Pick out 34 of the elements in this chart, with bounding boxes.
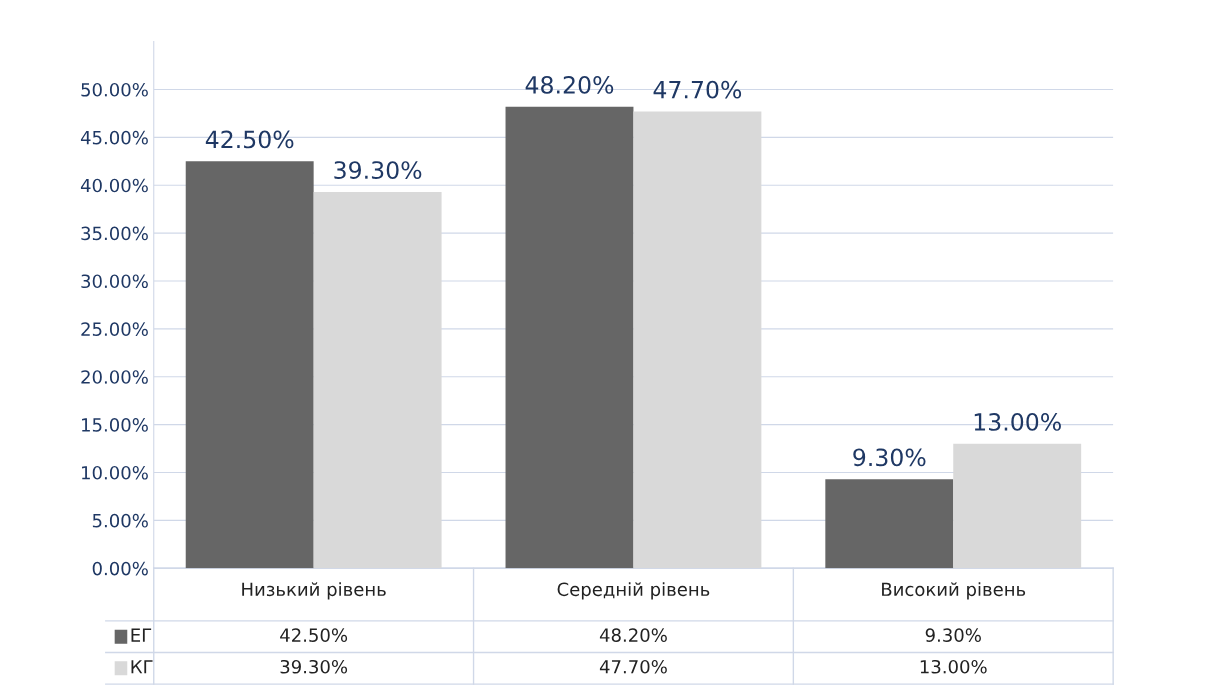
text: 42.50% <box>205 130 294 149</box>
data-label: 13.00% <box>920 659 987 674</box>
bar <box>825 479 954 569</box>
text: 47.70% <box>653 80 742 99</box>
y-tick-label: 45.00% <box>80 130 148 145</box>
text: 13.00% <box>974 413 1061 431</box>
x-tick-label: Середній рівень <box>557 582 710 600</box>
y-tick-label: 10.00% <box>82 465 148 480</box>
legend-label: ЕГ <box>131 628 152 642</box>
data-label: 48.20% <box>599 628 667 642</box>
y-tick-label: 5.00% <box>92 513 148 528</box>
y-tick-label: 30.00% <box>81 274 148 289</box>
x-tick-label: Низький рівень <box>242 582 386 600</box>
legend-label: КГ <box>131 660 153 674</box>
y-tick-label: 0.00% <box>92 561 148 576</box>
y-tick-label: 35.00% <box>81 226 148 241</box>
data-label: 39.30% <box>280 659 348 674</box>
y-tick-label: 50.00% <box>81 82 148 97</box>
y-tick-label: 15.00% <box>82 418 148 432</box>
y-tick-label: 20.00% <box>81 370 148 384</box>
bar <box>313 191 442 569</box>
y-tick-label: 25.00% <box>81 322 148 336</box>
text: 48.20% <box>525 75 614 94</box>
bar <box>185 161 314 569</box>
data-label: 42.50% <box>280 628 348 642</box>
y-tick-label: 40.00% <box>80 178 148 193</box>
text: 39.30% <box>334 161 422 180</box>
data-label: 9.30% <box>925 628 981 642</box>
bar <box>953 443 1082 569</box>
x-tick-label: Високий рівень <box>882 582 1026 600</box>
text: 9.30% <box>853 448 926 467</box>
bar <box>633 111 762 569</box>
data-label: 47.70% <box>599 659 667 674</box>
bar <box>505 106 634 569</box>
